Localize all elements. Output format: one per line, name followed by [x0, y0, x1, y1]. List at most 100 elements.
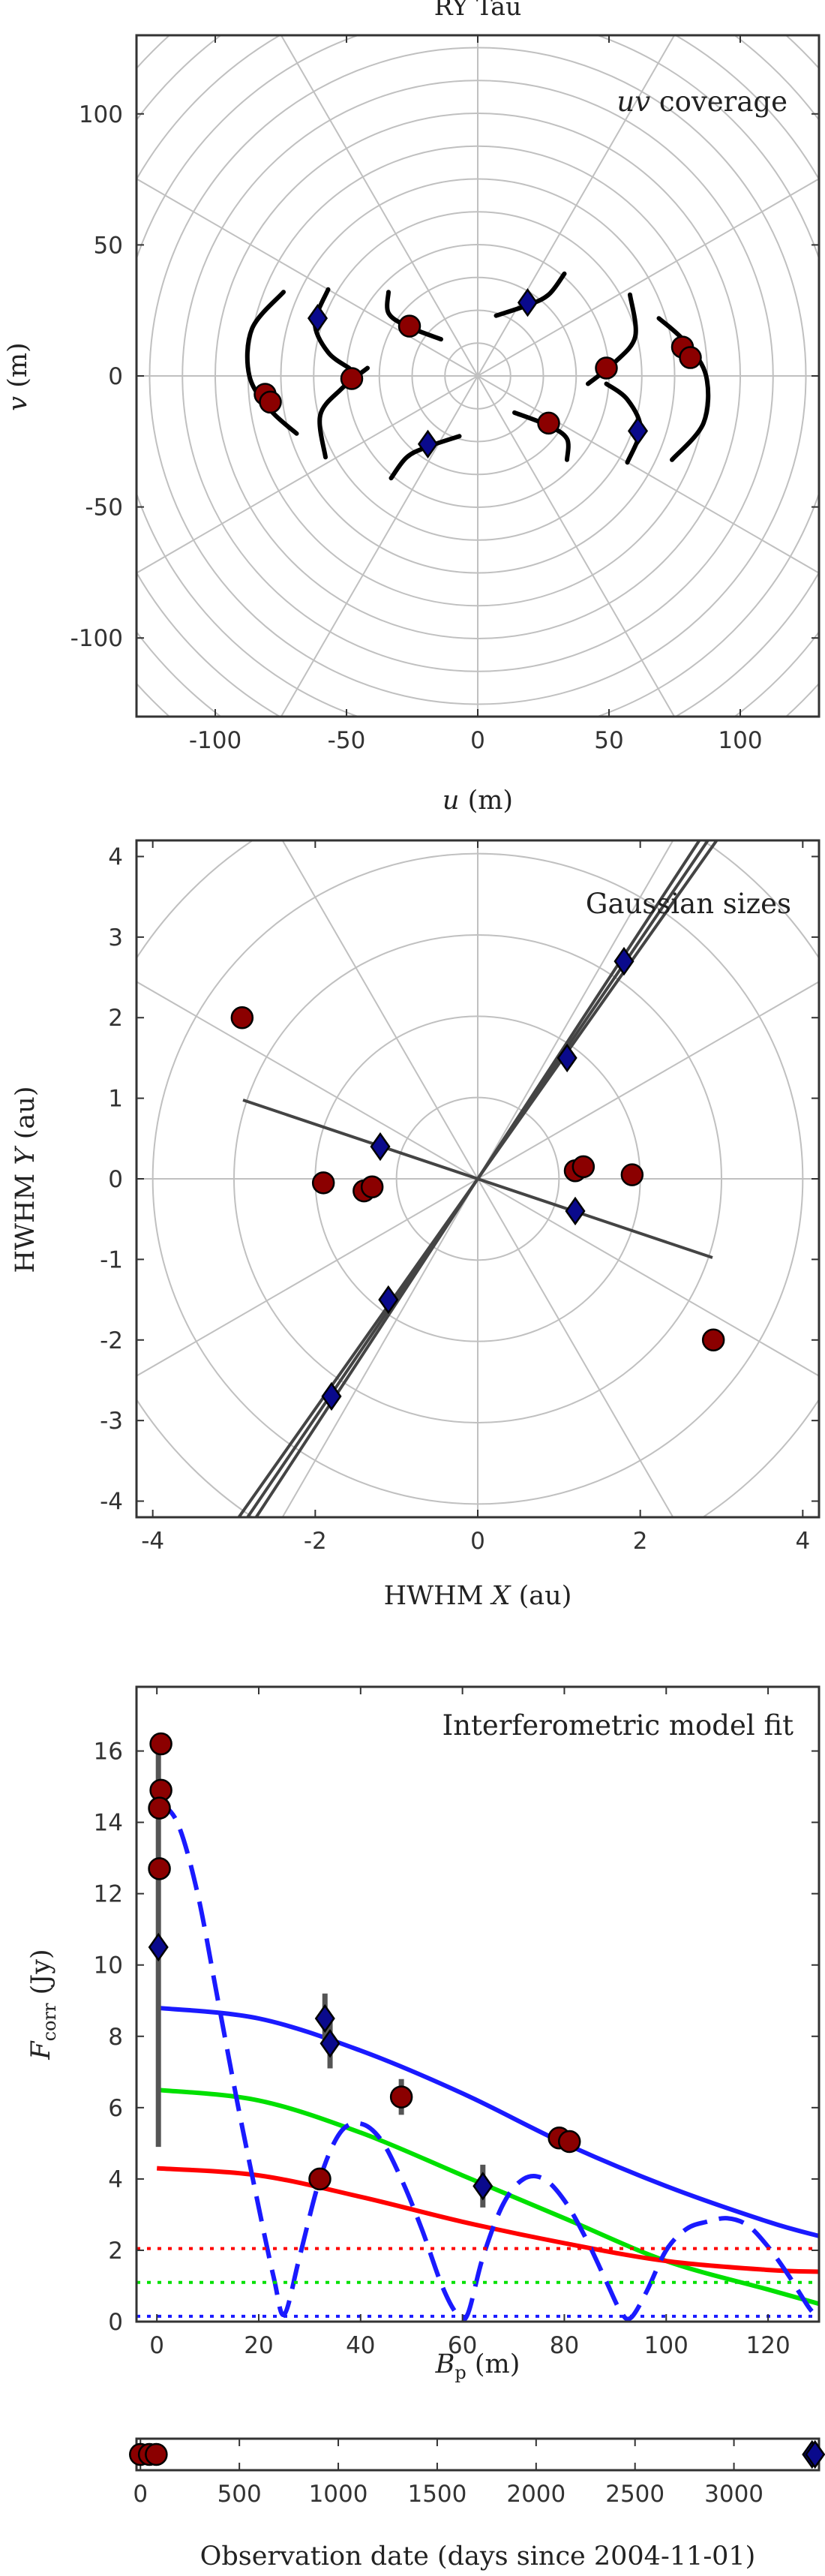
sizes-x-tick-label: 4 — [795, 1528, 810, 1555]
uv-panel-title: uv coverage — [616, 86, 788, 118]
sizes-y-axis-label: HWHM Y (au) — [10, 1087, 40, 1273]
fit-red-marker — [557, 2130, 581, 2154]
fit-data-points — [148, 1732, 581, 2208]
uv-blue-marker — [307, 304, 328, 333]
model-fit-panel: 0 20 40 60 80 100 120 0 2 4 6 8 10 12 14 16 Interferome… — [26, 1685, 820, 2383]
sizes-red-marker — [572, 1155, 596, 1179]
sizes-red-marker — [620, 1163, 644, 1186]
dates-x-tick-label: 0 — [133, 2481, 148, 2508]
fit-y-tick-label: 12 — [94, 1881, 123, 1908]
dates-blue-marker — [805, 2439, 825, 2469]
fit-panel-title: Interferometric model fit — [442, 1709, 794, 1742]
uv-blue-marker — [627, 416, 649, 446]
fit-x-axis-label: Bp (m) — [435, 2349, 520, 2383]
fit-red-marker — [148, 1857, 171, 1880]
dates-x-tick-label: 500 — [218, 2481, 262, 2508]
dates-x-tick-label: 1000 — [309, 2481, 368, 2508]
fit-y-tick-label: 14 — [94, 1810, 123, 1837]
uv-y-tick-label: 50 — [94, 232, 123, 259]
fit-red-marker — [389, 2085, 413, 2109]
uv-track — [385, 290, 443, 342]
uv-blue-marker — [417, 429, 439, 458]
sizes-red-marker — [230, 1005, 254, 1029]
uv-track — [512, 410, 571, 462]
fit-x-tick-label: 0 — [149, 2332, 164, 2359]
dates-ticks: 0 500 1000 1500 2000 2500 3000 — [133, 2439, 764, 2508]
gaussian-sizes-panel: -4 -2 0 2 4 -4 -3 -2 -1 0 1 2 3 4 Gaussian sizes HWHM… — [10, 839, 820, 1611]
uv-track — [604, 381, 644, 465]
sizes-blue-marker — [321, 1381, 342, 1411]
fit-y-tick-label: 2 — [108, 2238, 123, 2265]
uv-red-marker — [259, 390, 282, 414]
fit-curve-solid-blue — [156, 2005, 819, 2238]
sizes-y-tick-label: 3 — [108, 924, 123, 951]
fit-blue-marker — [148, 1932, 169, 1962]
uv-grid-spoke — [136, 178, 819, 574]
fit-y-axis-label: Fcorr (Jy) — [26, 1949, 60, 2060]
dates-x-tick-label: 3000 — [704, 2481, 764, 2508]
dates-x-tick-label: 1500 — [407, 2481, 466, 2508]
sizes-orientation-lines — [236, 840, 719, 1517]
sizes-orientation-line — [242, 1099, 713, 1259]
sizes-red-marker — [311, 1171, 335, 1195]
fit-y-tick-label: 4 — [108, 2166, 123, 2193]
sizes-x-tick-label: -2 — [304, 1528, 327, 1555]
uv-ticks: -100 -50 0 50 100 -100 -50 0 50 100 — [70, 35, 819, 754]
sizes-y-tick-label: 1 — [108, 1086, 123, 1113]
uv-y-tick-label: -100 — [70, 625, 123, 652]
sizes-ticks: -4 -2 0 2 4 -4 -3 -2 -1 0 1 2 3 4 — [100, 840, 819, 1555]
uv-track — [388, 434, 462, 481]
fit-blue-marker — [314, 2003, 335, 2033]
uv-blue-marker — [517, 288, 538, 317]
sizes-y-tick-label: -1 — [100, 1246, 123, 1273]
fit-red-marker — [308, 2167, 332, 2191]
uv-red-marker — [398, 314, 422, 338]
uv-x-tick-label: 50 — [594, 727, 623, 754]
fit-curve-solid-red — [156, 2166, 819, 2274]
sizes-y-tick-label: -4 — [100, 1489, 123, 1516]
sizes-x-tick-label: -4 — [141, 1528, 164, 1555]
uv-red-marker — [340, 367, 364, 390]
fit-curve-solid-green — [156, 2088, 819, 2307]
uv-tracks — [244, 271, 711, 481]
uv-x-tick-label: 0 — [470, 727, 485, 754]
sizes-blue-marker — [556, 1043, 578, 1073]
fit-y-tick-label: 8 — [108, 2024, 123, 2051]
fit-blue-marker — [472, 2172, 494, 2201]
sizes-x-tick-label: 0 — [470, 1528, 485, 1555]
fit-red-marker — [149, 1732, 172, 1756]
uv-x-tick-label: -100 — [189, 727, 242, 754]
sizes-markers — [230, 946, 725, 1411]
sizes-blue-marker — [370, 1132, 391, 1162]
sizes-polar-grid — [136, 840, 819, 1517]
uv-y-axis-label: v (m) — [3, 342, 33, 410]
uv-x-tick-label: 100 — [718, 727, 762, 754]
sizes-y-tick-label: 2 — [108, 1005, 123, 1032]
fit-x-tick-label: 80 — [550, 2332, 579, 2359]
sizes-x-tick-label: 2 — [633, 1528, 648, 1555]
uv-red-marker — [595, 356, 618, 380]
fit-x-tick-label: 100 — [644, 2332, 688, 2359]
uv-track — [312, 287, 352, 371]
fit-y-tick-label: 10 — [94, 1952, 123, 1979]
uv-y-tick-label: 0 — [108, 363, 123, 390]
sizes-red-marker — [701, 1328, 725, 1352]
fit-x-tick-label: 40 — [346, 2332, 375, 2359]
dates-x-axis-label: Observation date (days since 2004-11-01) — [200, 2541, 756, 2571]
figure-title: RY Tau — [434, 0, 521, 21]
fit-y-tick-label: 0 — [108, 2309, 123, 2336]
uv-x-axis-label: u (m) — [442, 786, 513, 816]
fit-model-curves — [136, 1799, 819, 2322]
fit-y-tick-label: 16 — [94, 1739, 123, 1766]
dates-markers — [129, 2439, 825, 2469]
uv-track — [244, 290, 299, 436]
uv-track — [494, 271, 567, 318]
fit-y-tick-label: 6 — [108, 2095, 123, 2122]
fit-x-tick-label: 60 — [448, 2332, 477, 2359]
sizes-y-tick-label: 0 — [108, 1166, 123, 1193]
uv-y-tick-label: -50 — [85, 494, 123, 522]
sizes-blue-marker — [614, 946, 634, 976]
fit-blue-marker — [320, 2029, 340, 2058]
sizes-y-tick-label: -3 — [100, 1408, 123, 1435]
